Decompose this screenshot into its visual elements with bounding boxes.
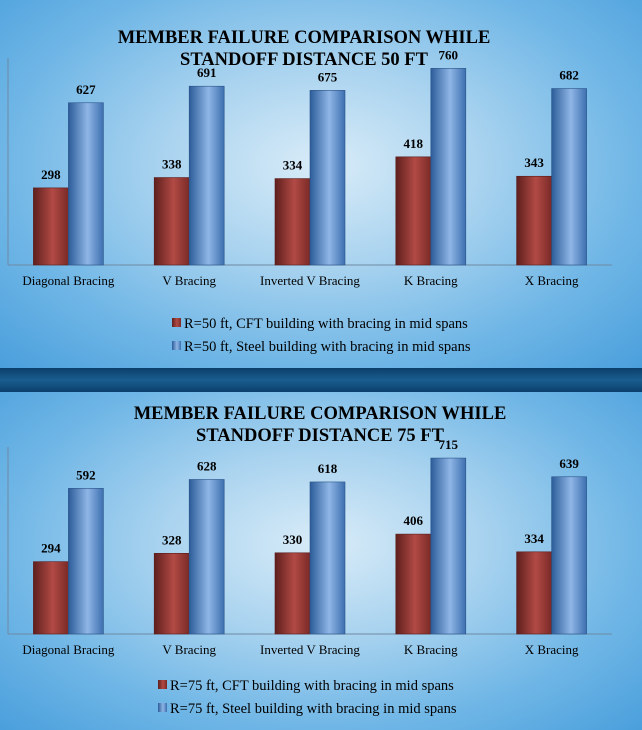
bar-cft bbox=[274, 552, 311, 635]
x-tick-label: K Bracing bbox=[404, 642, 458, 657]
data-label-cft: 338 bbox=[162, 157, 182, 172]
bar-cft bbox=[274, 178, 311, 266]
data-label-cft: 294 bbox=[41, 541, 61, 556]
data-label-cft: 330 bbox=[283, 532, 303, 547]
x-tick-label: V Bracing bbox=[162, 273, 216, 288]
x-tick-label: Diagonal Bracing bbox=[22, 273, 115, 288]
separator-band bbox=[0, 368, 642, 392]
data-label-cft: 334 bbox=[524, 531, 544, 546]
data-label-steel: 618 bbox=[318, 461, 338, 476]
legend-label-steel: R=50 ft, Steel building with bracing in … bbox=[184, 339, 471, 355]
x-tick-label: Diagonal Bracing bbox=[22, 642, 115, 657]
bar-cft bbox=[395, 533, 432, 635]
data-label-cft: 343 bbox=[524, 155, 544, 170]
x-tick-label: K Bracing bbox=[404, 273, 458, 288]
x-tick-label: Inverted V Bracing bbox=[260, 642, 360, 657]
x-tick-label: X Bracing bbox=[525, 273, 579, 288]
bar-cft bbox=[395, 156, 432, 266]
legend-label-cft: R=50 ft, CFT building with bracing in mi… bbox=[184, 316, 468, 332]
legend-swatch-steel bbox=[172, 341, 181, 350]
data-label-cft: 328 bbox=[162, 532, 182, 547]
bar-steel bbox=[430, 68, 467, 266]
data-label-steel: 628 bbox=[197, 458, 217, 473]
data-label-cft: 418 bbox=[404, 136, 424, 151]
data-label-steel: 675 bbox=[318, 69, 338, 84]
data-label-cft: 406 bbox=[404, 513, 424, 528]
bar-steel bbox=[309, 481, 346, 635]
legend-swatch-steel bbox=[158, 703, 167, 712]
data-label-cft: 334 bbox=[283, 158, 303, 173]
bar-steel bbox=[551, 88, 587, 266]
bar-cft bbox=[516, 175, 552, 266]
bar-steel bbox=[551, 476, 587, 635]
legend-swatch-cft bbox=[172, 318, 181, 327]
chart-panel-75ft: MEMBER FAILURE COMPARISON WHILE STANDOFF … bbox=[0, 392, 642, 730]
bar-steel bbox=[68, 102, 104, 266]
data-label-steel: 760 bbox=[439, 47, 459, 62]
chart-title-line: STANDOFF DISTANCE 75 FT bbox=[196, 426, 445, 446]
x-tick-label: X Bracing bbox=[525, 642, 579, 657]
data-label-steel: 682 bbox=[559, 68, 579, 83]
bar-cft bbox=[33, 561, 69, 635]
legend-label-steel: R=75 ft, Steel building with bracing in … bbox=[170, 701, 457, 717]
x-tick-label: V Bracing bbox=[162, 642, 216, 657]
bar-steel bbox=[430, 457, 467, 635]
chart-title-line: MEMBER FAILURE COMPARISON WHILE bbox=[118, 28, 491, 48]
bar-cft bbox=[153, 177, 190, 266]
data-label-cft: 298 bbox=[41, 167, 61, 182]
data-label-steel: 627 bbox=[76, 82, 96, 97]
chart-title-line: STANDOFF DISTANCE 50 FT bbox=[180, 50, 429, 70]
bar-cft bbox=[516, 551, 552, 635]
bar-steel bbox=[68, 488, 104, 635]
data-label-steel: 639 bbox=[559, 456, 579, 471]
bar-steel bbox=[188, 479, 225, 635]
data-label-steel: 691 bbox=[197, 65, 217, 80]
bar-steel bbox=[309, 90, 346, 266]
chart-title-line: MEMBER FAILURE COMPARISON WHILE bbox=[134, 404, 507, 424]
bar-chart-50ft: MEMBER FAILURE COMPARISON WHILESTANDOFF … bbox=[7, 28, 612, 355]
chart-panel-50ft: MEMBER FAILURE COMPARISON WHILE STANDOFF … bbox=[0, 0, 642, 368]
x-tick-label: Inverted V Bracing bbox=[260, 273, 360, 288]
legend-label-cft: R=75 ft, CFT building with bracing in mi… bbox=[170, 678, 454, 694]
bar-steel bbox=[188, 85, 225, 266]
data-label-steel: 715 bbox=[439, 437, 459, 452]
bar-cft bbox=[33, 187, 69, 266]
legend-swatch-cft bbox=[158, 680, 167, 689]
bar-chart-75ft: MEMBER FAILURE COMPARISON WHILESTANDOFF … bbox=[7, 404, 612, 717]
data-label-steel: 592 bbox=[76, 467, 96, 482]
bar-cft bbox=[153, 552, 190, 635]
